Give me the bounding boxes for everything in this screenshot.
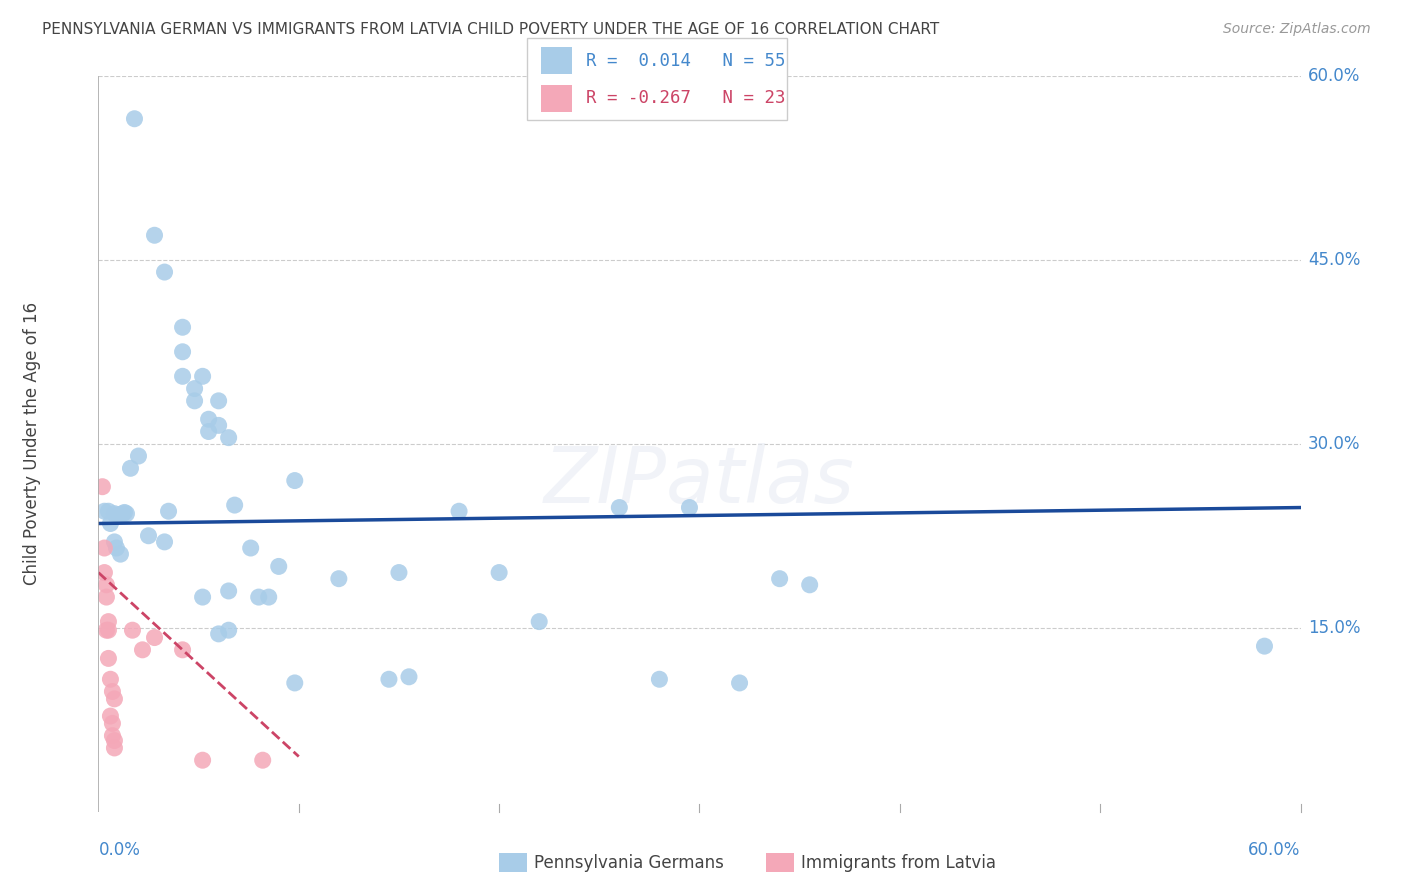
Point: [218, 431, 240, 445]
Point: [799, 578, 821, 592]
Point: [103, 733, 125, 747]
Point: [218, 623, 240, 637]
Point: [111, 507, 134, 521]
Point: [100, 516, 122, 531]
Point: [768, 572, 790, 586]
Point: [138, 529, 160, 543]
Point: [97, 504, 120, 518]
Point: [110, 547, 132, 561]
Text: 0.0%: 0.0%: [98, 841, 141, 859]
Text: Source: ZipAtlas.com: Source: ZipAtlas.com: [1223, 22, 1371, 37]
Point: [728, 676, 751, 690]
Point: [91, 480, 114, 494]
Point: [114, 505, 136, 519]
Text: 15.0%: 15.0%: [1308, 619, 1360, 637]
Text: 30.0%: 30.0%: [1308, 434, 1360, 453]
Point: [1253, 639, 1275, 653]
Point: [388, 566, 411, 580]
Point: [328, 572, 350, 586]
Text: 45.0%: 45.0%: [1308, 251, 1360, 268]
Point: [447, 504, 470, 518]
Point: [107, 508, 129, 522]
Point: [97, 651, 120, 665]
Text: 60.0%: 60.0%: [1249, 841, 1301, 859]
Point: [153, 534, 176, 549]
Point: [101, 716, 124, 731]
Point: [239, 541, 262, 555]
Point: [257, 590, 280, 604]
Point: [128, 449, 150, 463]
Text: Pennsylvania Germans: Pennsylvania Germans: [534, 854, 724, 871]
Point: [93, 566, 115, 580]
Point: [208, 627, 231, 641]
Point: [284, 676, 307, 690]
Point: [284, 474, 307, 488]
Point: [218, 584, 240, 599]
Point: [120, 461, 142, 475]
Point: [124, 112, 146, 126]
Point: [183, 393, 205, 408]
Point: [96, 590, 118, 604]
Point: [115, 507, 138, 521]
Point: [208, 393, 231, 408]
Point: [191, 753, 214, 767]
Point: [121, 623, 143, 637]
Point: [97, 615, 120, 629]
Point: [609, 500, 631, 515]
Point: [208, 418, 231, 433]
Point: [103, 692, 125, 706]
Point: [103, 740, 125, 755]
Point: [103, 507, 125, 521]
Point: [197, 425, 219, 439]
Point: [191, 590, 214, 604]
Point: [97, 623, 120, 637]
Text: 60.0%: 60.0%: [1308, 67, 1360, 85]
Text: ZIPatlas: ZIPatlas: [544, 442, 855, 518]
Point: [100, 709, 122, 723]
Point: [267, 559, 290, 574]
Point: [96, 623, 118, 637]
Point: [252, 753, 274, 767]
Point: [143, 228, 166, 243]
Point: [100, 673, 122, 687]
Point: [378, 673, 401, 687]
Text: R =  0.014   N = 55: R = 0.014 N = 55: [586, 52, 786, 70]
Point: [105, 541, 128, 555]
Point: [172, 320, 194, 334]
Point: [398, 670, 420, 684]
Text: Child Poverty Under the Age of 16: Child Poverty Under the Age of 16: [24, 302, 41, 585]
Point: [96, 578, 118, 592]
Text: Immigrants from Latvia: Immigrants from Latvia: [801, 854, 997, 871]
Point: [678, 500, 700, 515]
Point: [153, 265, 176, 279]
Point: [93, 541, 115, 555]
Point: [224, 498, 246, 512]
Point: [172, 344, 194, 359]
Point: [143, 631, 166, 645]
Text: R = -0.267   N = 23: R = -0.267 N = 23: [586, 89, 786, 107]
Point: [172, 642, 194, 657]
Point: [247, 590, 270, 604]
Point: [197, 412, 219, 426]
Point: [648, 673, 671, 687]
Point: [101, 729, 124, 743]
Point: [191, 369, 214, 384]
Point: [93, 504, 115, 518]
Point: [101, 684, 124, 698]
Text: PENNSYLVANIA GERMAN VS IMMIGRANTS FROM LATVIA CHILD POVERTY UNDER THE AGE OF 16 : PENNSYLVANIA GERMAN VS IMMIGRANTS FROM L…: [42, 22, 939, 37]
Point: [488, 566, 510, 580]
Point: [183, 382, 205, 396]
Point: [172, 369, 194, 384]
Point: [103, 534, 125, 549]
Point: [157, 504, 180, 518]
Point: [529, 615, 551, 629]
Point: [131, 642, 153, 657]
